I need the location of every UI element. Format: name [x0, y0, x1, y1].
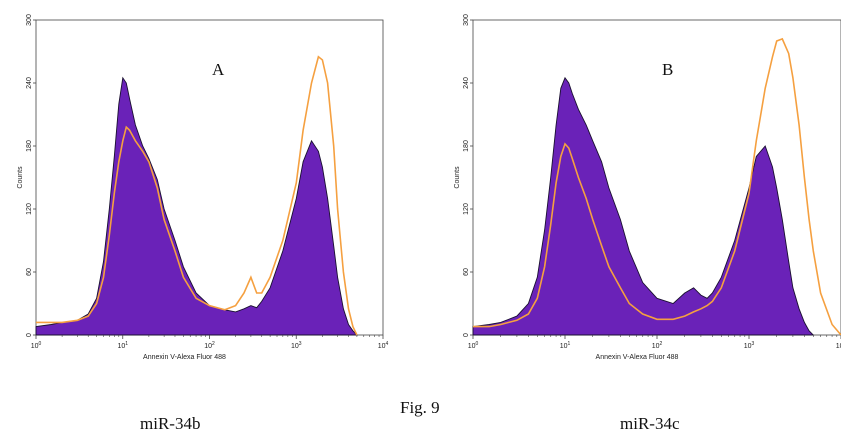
- y-tick-label: 0: [463, 333, 470, 337]
- panel-letter: B: [662, 60, 673, 79]
- x-tick-label: 101: [117, 341, 128, 350]
- x-tick-label: 103: [291, 341, 302, 350]
- filled-histogram-series: [472, 76, 815, 336]
- y-tick-label: 180: [463, 140, 470, 152]
- y-tick-label: 300: [463, 14, 470, 26]
- x-tick-label: 100: [468, 341, 479, 350]
- y-axis-label: Counts: [17, 166, 24, 189]
- y-tick-label: 120: [463, 203, 470, 215]
- overlay-histogram-series: [36, 55, 358, 336]
- y-tick-label: 180: [26, 140, 33, 152]
- caption-panel-b: miR-34c: [620, 414, 680, 433]
- y-axis-label: Counts: [454, 166, 461, 189]
- x-tick-label: 101: [560, 341, 571, 350]
- x-tick-label: 103: [744, 341, 755, 350]
- y-tick-label: 240: [463, 77, 470, 89]
- y-tick-label: 300: [26, 14, 33, 26]
- filled-histogram-series: [35, 76, 358, 336]
- caption-panel-a: miR-34b: [140, 414, 201, 433]
- chart-panel-b: 0 60 120 180 240 300 100 101 102 103 104 Annexin V-…: [454, 14, 841, 361]
- y-tick-label: 0: [26, 333, 33, 337]
- overlay-histogram-series: [473, 37, 841, 336]
- x-tick-label: 104: [378, 341, 389, 350]
- x-tick-label: 104: [836, 341, 841, 350]
- y-tick-label: 60: [463, 268, 470, 276]
- chart-panel-a: 0 60 120 180 240 300 100 101 102 103 104 Annexin V-…: [17, 14, 389, 361]
- x-tick-label: 102: [204, 341, 215, 350]
- x-tick-label: 102: [652, 341, 663, 350]
- y-tick-label: 240: [26, 77, 33, 89]
- y-tick-label: 60: [26, 268, 33, 276]
- figure-label: Fig. 9: [400, 398, 440, 417]
- x-axis-label: Annexin V-Alexa Fluor 488: [596, 354, 679, 361]
- y-tick-label: 120: [26, 203, 33, 215]
- x-axis-label: Annexin V-Alexa Fluor 488: [143, 354, 226, 361]
- panel-letter: A: [212, 60, 225, 79]
- x-tick-label: 100: [31, 341, 42, 350]
